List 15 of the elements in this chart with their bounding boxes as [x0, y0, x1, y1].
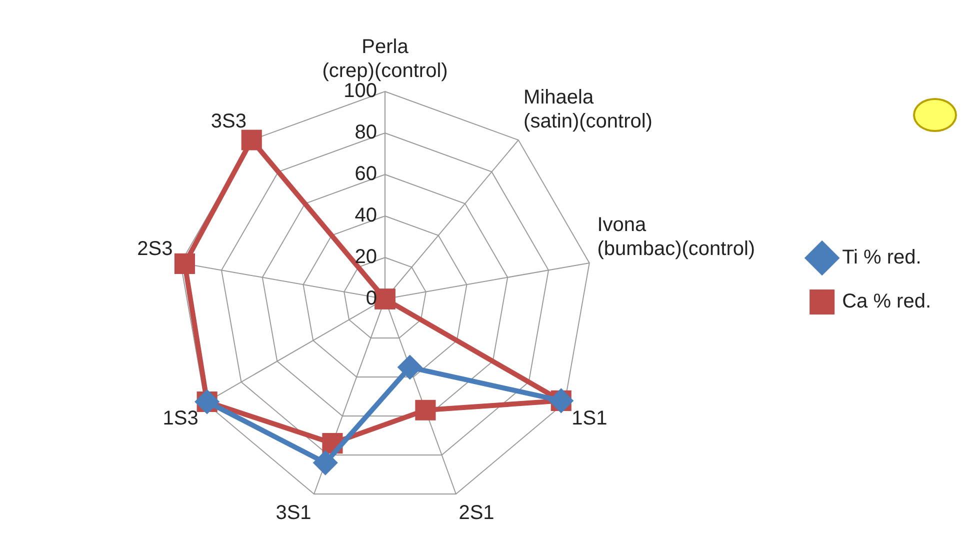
spoke-label: 2S3	[137, 238, 173, 260]
spoke-label: 1S1	[572, 407, 608, 430]
y-tick-label: 60	[354, 163, 377, 185]
spoke-label: Mihaela (satin)(control)	[524, 86, 652, 132]
spoke-label: 1S3	[162, 407, 198, 430]
spoke-label: Ivona (bumbac)(control)	[597, 214, 756, 260]
y-tick-label: 20	[354, 246, 377, 268]
spoke-label: 3S3	[210, 110, 246, 132]
y-tick-label: 80	[354, 121, 377, 144]
y-tick-label: 40	[354, 204, 377, 227]
spoke-label: 2S1	[458, 502, 494, 524]
spoke-label: Perla (crep)(control)	[322, 36, 448, 82]
spoke-label: 3S1	[276, 502, 312, 524]
legend-label: Ti % red.	[842, 246, 922, 269]
legend-label: Ca % red.	[842, 290, 932, 313]
